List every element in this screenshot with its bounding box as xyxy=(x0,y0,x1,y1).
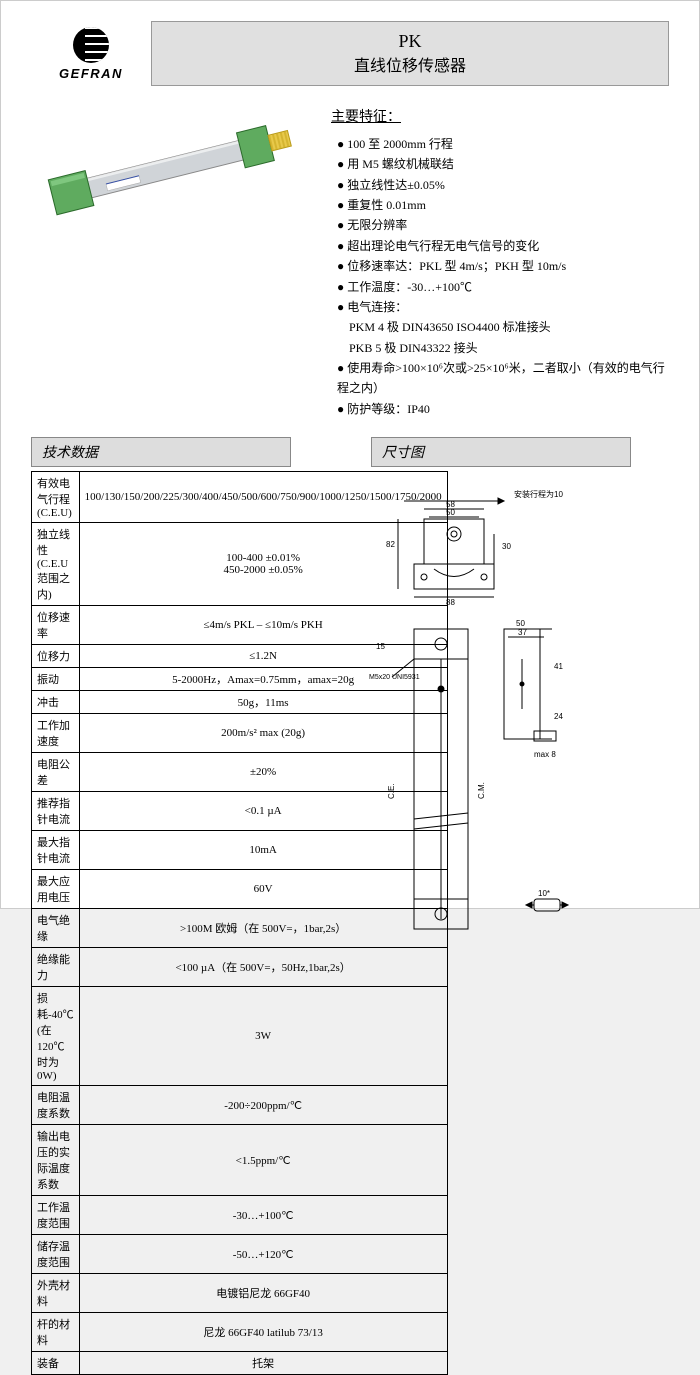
svg-text:C.E.: C.E. xyxy=(387,784,396,800)
spec-label: 冲击 xyxy=(32,691,80,714)
spec-label: 位移力 xyxy=(32,645,80,668)
spec-label: 有效电气行程 (C.E.U) xyxy=(32,472,80,523)
product-illustration xyxy=(31,106,311,246)
spec-label: 最大指针电流 xyxy=(32,831,80,870)
feature-item: 位移速率达：PKL 型 4m/s；PKH 型 10m/s xyxy=(337,256,669,276)
spec-label: 外壳材料 xyxy=(32,1274,80,1313)
logo-icon xyxy=(73,27,109,63)
page: GEFRAN PK 直线位移传感器 xyxy=(0,0,700,909)
upper-section: 主要特征： 100 至 2000mm 行程 用 M5 螺纹机械联结 独立线性达±… xyxy=(31,106,669,419)
feature-sub: PKM 4 极 DIN43650 ISO4400 标准接头 xyxy=(331,317,669,337)
svg-text:10*: 10* xyxy=(538,889,550,898)
section-tech-label: 技术数据 xyxy=(31,437,291,467)
svg-text:50: 50 xyxy=(516,619,525,628)
title-banner: PK 直线位移传感器 xyxy=(151,21,669,86)
svg-text:82: 82 xyxy=(386,540,395,549)
spec-label: 电阻公差 xyxy=(32,753,80,792)
spec-label: 推荐指针电流 xyxy=(32,792,80,831)
spec-label: 工作温度范围 xyxy=(32,1196,80,1235)
feature-item: 电气连接： xyxy=(337,297,669,317)
lower-section: 有效电气行程 (C.E.U)100/130/150/200/225/300/40… xyxy=(31,471,669,1375)
svg-text:max 8: max 8 xyxy=(534,750,556,759)
feature-item: 超出理论电气行程无电气信号的变化 xyxy=(337,236,669,256)
dimension-drawing: 安装行程为10 58 50 82 xyxy=(349,471,669,1375)
feature-item: 独立线性达±0.05% xyxy=(337,175,669,195)
product-name: 直线位移传感器 xyxy=(354,52,466,76)
spec-label: 工作加速度 xyxy=(32,714,80,753)
logo: GEFRAN xyxy=(31,21,151,86)
svg-text:50: 50 xyxy=(446,508,455,517)
spec-label: 装备 xyxy=(32,1352,80,1375)
svg-text:24: 24 xyxy=(554,712,563,721)
spec-label: 电气绝缘 xyxy=(32,909,80,948)
spec-label: 电阻温度系数 xyxy=(32,1086,80,1125)
feature-sub: PKB 5 极 DIN43322 接头 xyxy=(331,338,669,358)
feature-item: 用 M5 螺纹机械联结 xyxy=(337,154,669,174)
spec-label: 位移速率 xyxy=(32,606,80,645)
spec-label: 绝缘能力 xyxy=(32,948,80,987)
svg-text:C.M.: C.M. xyxy=(477,782,486,799)
brand-text: GEFRAN xyxy=(59,66,123,81)
section-labels: 技术数据 尺寸图 xyxy=(1,431,699,471)
spec-label: 输出电压的实际温度系数 xyxy=(32,1125,80,1196)
svg-text:15: 15 xyxy=(376,642,385,651)
dimension-svg: 安装行程为10 58 50 82 xyxy=(349,479,669,959)
feature-item: 无限分辨率 xyxy=(337,215,669,235)
feature-item: 重复性 0.01mm xyxy=(337,195,669,215)
svg-text:41: 41 xyxy=(554,662,563,671)
feature-item: 防护等级：IP40 xyxy=(337,399,669,419)
feature-item: 工作温度：-30…+100℃ xyxy=(337,277,669,297)
feature-item: 使用寿命>100×10⁶次或>25×10⁶米，二者取小（有效的电气行程之内） xyxy=(337,358,669,399)
feature-item: 100 至 2000mm 行程 xyxy=(337,134,669,154)
features-list-cont: 使用寿命>100×10⁶次或>25×10⁶米，二者取小（有效的电气行程之内） 防… xyxy=(331,358,669,419)
svg-text:安装行程为10: 安装行程为10 xyxy=(514,489,563,499)
spec-label: 杆的材料 xyxy=(32,1313,80,1352)
spec-label: 损耗-40℃ (在 120℃时为 0W) xyxy=(32,987,80,1086)
spec-label: 独立线性 (C.E.U 范围之内) xyxy=(32,523,80,606)
product-image xyxy=(31,106,311,246)
svg-text:37: 37 xyxy=(518,628,527,637)
svg-text:88: 88 xyxy=(446,598,455,607)
features-heading: 主要特征： xyxy=(331,106,669,130)
spec-table-wrap: 有效电气行程 (C.E.U)100/130/150/200/225/300/40… xyxy=(31,471,331,1375)
spec-label: 最大应用电压 xyxy=(32,870,80,909)
spec-label: 储存温度范围 xyxy=(32,1235,80,1274)
svg-text:30: 30 xyxy=(502,542,511,551)
features-list: 100 至 2000mm 行程 用 M5 螺纹机械联结 独立线性达±0.05% … xyxy=(331,134,669,318)
spec-label: 振动 xyxy=(32,668,80,691)
model-code: PK xyxy=(398,31,421,52)
section-dim-label: 尺寸图 xyxy=(371,437,631,467)
features: 主要特征： 100 至 2000mm 行程 用 M5 螺纹机械联结 独立线性达±… xyxy=(331,106,669,419)
header: GEFRAN PK 直线位移传感器 xyxy=(31,21,669,86)
